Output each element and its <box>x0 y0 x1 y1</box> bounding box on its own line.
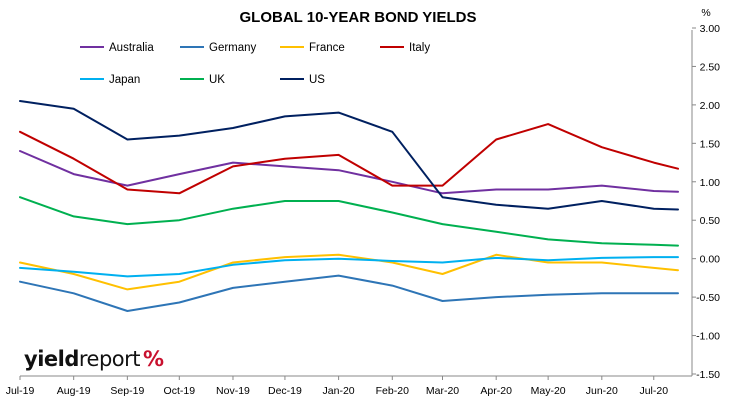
series-line-germany <box>19 274 679 312</box>
y-tick-label: 0.00 <box>700 254 721 266</box>
series-line-france <box>19 253 679 291</box>
svg-text:yieldreport%: yieldreport% <box>24 347 164 371</box>
legend-label-uk: UK <box>209 74 225 86</box>
y-tick-label: 0.50 <box>700 215 721 227</box>
x-tick-label: Oct-19 <box>164 385 196 397</box>
yieldreport-logo: yieldreport% <box>24 347 164 371</box>
series-line-australia <box>19 150 679 195</box>
x-tick-label: Dec-19 <box>268 385 302 397</box>
legend-label-japan: Japan <box>109 74 140 86</box>
x-tick-label: May-20 <box>531 385 566 397</box>
x-tick-label: Jul-19 <box>6 385 35 397</box>
y-tick-label: 3.00 <box>700 23 721 35</box>
legend-label-us: US <box>309 74 325 86</box>
x-tick-label: Nov-19 <box>216 385 250 397</box>
y-tick-label: 2.00 <box>700 100 721 112</box>
logo-report-text: report <box>79 347 140 371</box>
y-axis-ticks: 3.00 2.50 2.00 1.50 1.00 0.50 0.00 -0.50 -1.00 -1… <box>692 23 720 381</box>
y-tick-label: 1.00 <box>700 177 721 189</box>
x-tick-label: Aug-19 <box>57 385 91 397</box>
legend: Australia Germany France Italy Japan UK US <box>80 42 430 86</box>
y-tick-label: -1.00 <box>696 331 720 343</box>
x-axis-ticks: Jul-19 Aug-19 Sep-19 Oct-19 Nov-19 Dec-19 Jan-… <box>6 376 668 397</box>
x-tick-label: Jul-20 <box>639 385 668 397</box>
x-tick-label: Feb-20 <box>376 385 409 397</box>
y-tick-label: 2.50 <box>700 61 721 73</box>
y-tick-label: -0.50 <box>696 292 720 304</box>
legend-label-italy: Italy <box>409 42 430 54</box>
x-tick-label: Sep-19 <box>110 385 144 397</box>
legend-label-australia: Australia <box>109 42 154 54</box>
x-tick-label: Jan-20 <box>323 385 355 397</box>
logo-yield-text: yield <box>24 347 79 371</box>
x-tick-label: Jun-20 <box>586 385 618 397</box>
legend-label-france: France <box>309 42 345 54</box>
series-line-us <box>19 100 679 211</box>
x-tick-label: Apr-20 <box>480 385 512 397</box>
y-axis-unit-label: % <box>701 7 710 19</box>
y-tick-label: -1.50 <box>696 369 720 381</box>
chart-title: GLOBAL 10-YEAR BOND YIELDS <box>240 9 477 26</box>
series-line-japan <box>19 256 679 278</box>
series-line-italy <box>19 123 679 195</box>
series-line-uk <box>19 196 679 247</box>
logo-percent-sign: % <box>143 347 164 371</box>
legend-label-germany: Germany <box>209 42 257 54</box>
x-tick-label: Mar-20 <box>426 385 459 397</box>
series-lines <box>19 100 679 312</box>
y-tick-label: 1.50 <box>700 138 721 150</box>
